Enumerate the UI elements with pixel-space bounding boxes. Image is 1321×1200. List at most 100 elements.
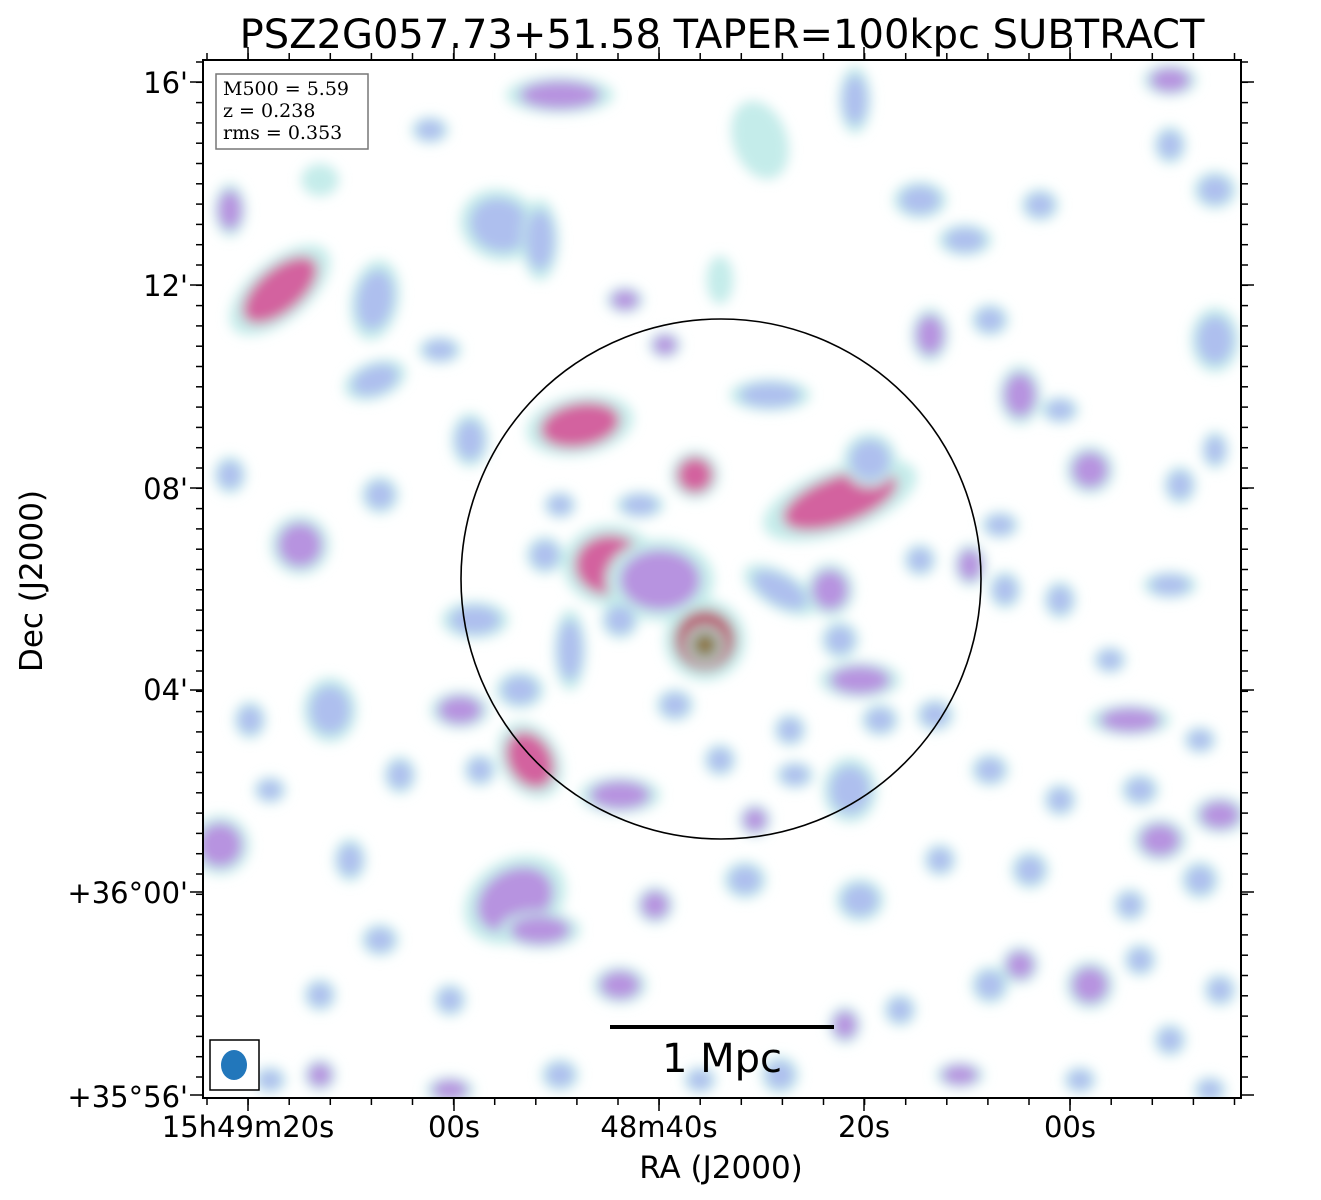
emission-blob <box>708 748 732 772</box>
emission-blob <box>781 765 809 785</box>
emission-blob <box>366 481 394 509</box>
emission-blob <box>1205 436 1225 464</box>
emission-blob <box>993 576 1017 604</box>
emission-blob <box>590 781 650 809</box>
emission-blob <box>888 998 912 1022</box>
y-tick-label: 16' <box>143 66 188 100</box>
emission-blob <box>1048 788 1072 812</box>
emission-blob <box>928 848 952 872</box>
axis-ticks <box>190 47 1254 1111</box>
x-tick-label: 00s <box>428 1110 480 1144</box>
emission-blob <box>842 884 878 916</box>
emission-blob <box>242 256 318 324</box>
emission-blob <box>778 718 802 742</box>
emission-blob <box>677 457 713 493</box>
emission-blob <box>388 761 412 789</box>
emission-blob <box>1006 951 1034 979</box>
y-tick-label: 08' <box>143 472 188 506</box>
emission-blob <box>743 808 767 832</box>
emission-blob <box>1158 131 1182 159</box>
emission-blob <box>470 198 530 252</box>
y-tick-label: 04' <box>143 673 188 707</box>
emission-blob <box>908 548 932 572</box>
x-axis-label: RA (J2000) <box>639 1150 803 1186</box>
info-box: M500 = 5.59 z = 0.238 rms = 0.353 <box>215 73 369 150</box>
emission-blob <box>1208 978 1232 1002</box>
emission-blob <box>438 988 462 1012</box>
emission-blob <box>432 1080 468 1098</box>
emission-blob <box>976 308 1004 332</box>
emission-blob <box>976 758 1004 782</box>
emission-blob <box>830 666 890 694</box>
emission-blob <box>740 383 800 407</box>
emission-blob <box>238 706 262 734</box>
emission-blob <box>456 420 484 460</box>
emission-blob <box>766 1061 794 1089</box>
emission-blob <box>505 731 555 789</box>
emission-blob <box>653 335 677 355</box>
emission-blob <box>308 1063 332 1087</box>
emission-blob <box>548 495 572 515</box>
emission-blob <box>306 168 334 192</box>
emission-blob <box>1200 801 1240 829</box>
x-tick-label: 00s <box>1044 1110 1096 1144</box>
beam-ellipse <box>221 1050 247 1080</box>
x-tick-label: 48m40s <box>600 1110 717 1144</box>
emission-blob <box>942 1065 978 1085</box>
redshift-text: z = 0.238 <box>223 100 315 122</box>
emission-blob <box>526 210 554 270</box>
scale-bar: 1 Mpc <box>610 1025 834 1082</box>
emission-blob <box>843 75 867 125</box>
emission-blob <box>729 866 761 894</box>
emission-blob <box>958 549 982 581</box>
y-tick-labels: 16' 12' 08' 04' +36°00' +35°56' <box>67 66 188 1114</box>
y-tick-label: +36°00' <box>67 876 188 910</box>
emission-blob <box>1098 650 1122 670</box>
emission-blob <box>611 290 639 310</box>
radio-emission-image <box>203 60 1241 1098</box>
emission-blob <box>1048 586 1072 614</box>
emission-blob <box>1198 1080 1222 1098</box>
emission-blob <box>308 983 332 1007</box>
emission-blob <box>356 270 394 330</box>
emission-blob <box>258 1070 282 1090</box>
emission-blob <box>1126 778 1154 802</box>
emission-blob <box>1046 400 1074 420</box>
y-tick-label: +35°56' <box>67 1080 188 1114</box>
emission-blob <box>710 262 730 298</box>
emission-blob <box>1004 373 1036 417</box>
emission-blob <box>600 971 640 999</box>
emission-blob <box>986 515 1014 535</box>
emission-blob <box>351 364 399 396</box>
emission-blob <box>1118 893 1142 917</box>
emission-blob <box>416 120 444 140</box>
emission-blob <box>622 495 658 515</box>
emission-blob <box>830 766 870 814</box>
emission-blob <box>540 402 620 448</box>
emission-blob <box>1016 856 1044 884</box>
emission-blob <box>1072 452 1108 488</box>
emission-blob <box>424 340 456 360</box>
emission-blob <box>606 606 634 634</box>
cluster-r500-circle <box>460 318 982 840</box>
emission-blob <box>1158 1028 1182 1052</box>
emission-blob <box>502 676 538 704</box>
y-axis-label: Dec (J2000) <box>14 490 50 672</box>
emission-blob <box>546 1063 574 1087</box>
emission-blob <box>826 626 854 654</box>
emission-blob <box>366 928 394 952</box>
emission-blob <box>310 686 350 734</box>
emission-blob <box>1150 575 1190 595</box>
emission-blob <box>468 758 492 782</box>
scale-bar-label: 1 Mpc <box>662 1036 782 1082</box>
emission-blob <box>1100 708 1160 732</box>
emission-blob <box>438 696 482 724</box>
emission-blob <box>338 844 362 876</box>
emission-blob <box>278 523 322 567</box>
x-tick-label: 20s <box>838 1110 890 1144</box>
emission-blob <box>753 570 807 610</box>
emission-blob <box>1199 176 1231 204</box>
emission-blob <box>1128 948 1152 972</box>
emission-blob <box>641 891 669 919</box>
emission-blob <box>620 550 700 610</box>
